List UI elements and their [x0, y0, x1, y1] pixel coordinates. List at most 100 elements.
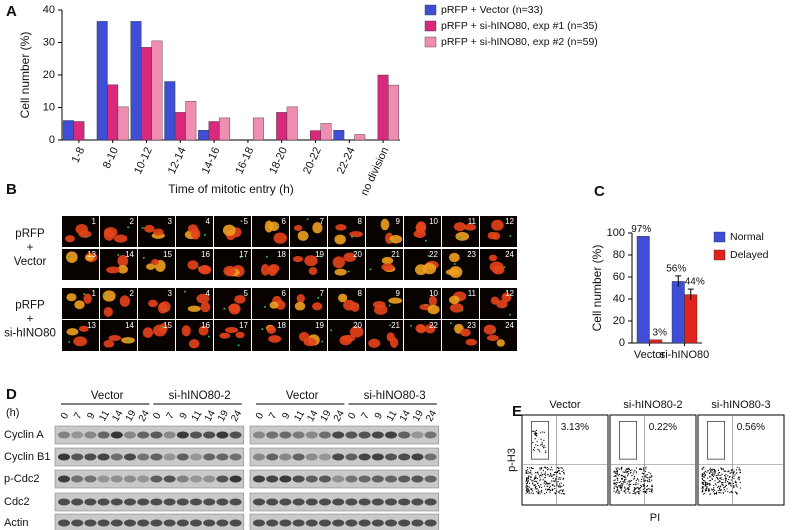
event	[648, 478, 650, 481]
band	[203, 475, 216, 483]
event	[615, 470, 617, 472]
event	[620, 486, 622, 488]
event	[527, 471, 529, 473]
event	[535, 488, 537, 490]
event	[616, 468, 618, 470]
cell	[427, 304, 440, 315]
event	[616, 487, 619, 489]
event	[702, 486, 704, 488]
cell	[73, 336, 88, 347]
condition-label: pRFP	[15, 228, 45, 240]
gfp-dot	[141, 227, 144, 230]
event	[550, 472, 552, 475]
bar	[62, 120, 74, 141]
cell	[455, 231, 470, 241]
panel-label: A	[6, 3, 17, 20]
event	[530, 469, 532, 471]
event	[641, 472, 643, 474]
cell	[78, 230, 92, 238]
event	[551, 480, 553, 482]
band	[97, 431, 110, 439]
event	[722, 483, 724, 486]
event	[706, 477, 708, 479]
event	[651, 489, 653, 491]
event	[613, 479, 615, 482]
band	[203, 498, 216, 506]
event	[553, 484, 555, 486]
event	[720, 474, 722, 476]
event	[537, 448, 539, 450]
event	[535, 475, 537, 477]
event	[712, 475, 715, 477]
event	[739, 472, 742, 474]
event	[620, 469, 623, 471]
event	[724, 486, 726, 488]
event	[613, 471, 615, 473]
event	[549, 475, 551, 477]
band	[110, 453, 123, 461]
frame-number: 1	[92, 217, 97, 226]
event	[642, 491, 644, 493]
event	[721, 483, 723, 485]
event	[633, 488, 636, 490]
event	[729, 482, 731, 484]
event	[615, 491, 617, 494]
band	[97, 475, 110, 483]
event	[701, 489, 704, 491]
event	[640, 478, 643, 480]
time-label: 7	[360, 411, 373, 422]
band	[279, 519, 292, 527]
event	[630, 483, 632, 485]
event	[557, 485, 559, 487]
event	[622, 475, 625, 477]
event	[628, 481, 631, 483]
cell	[303, 337, 317, 347]
event	[633, 492, 636, 494]
event	[542, 479, 544, 481]
plot-frame	[521, 414, 609, 506]
event	[651, 491, 653, 493]
bar	[377, 74, 389, 141]
event	[722, 492, 725, 494]
gfp-dot	[68, 256, 71, 259]
event	[718, 481, 720, 483]
event	[629, 492, 631, 494]
event	[716, 477, 718, 479]
y-axis-label: Cell number (%)	[590, 245, 604, 332]
event	[650, 475, 652, 477]
event	[528, 486, 531, 488]
event	[539, 478, 541, 480]
time-label: 14	[110, 408, 125, 424]
event	[731, 476, 734, 478]
cell	[491, 219, 504, 231]
band	[292, 519, 305, 527]
event	[647, 488, 649, 490]
event	[544, 471, 547, 473]
cell	[487, 231, 498, 240]
frame-number: 9	[396, 289, 401, 298]
event	[614, 472, 617, 474]
event	[622, 480, 624, 483]
gfp-dot	[509, 235, 512, 238]
gfp-dot	[330, 329, 333, 332]
band	[58, 475, 70, 483]
cell	[460, 328, 471, 337]
cell	[106, 266, 120, 274]
event	[638, 487, 640, 489]
event	[642, 484, 644, 486]
cell	[196, 293, 210, 304]
event	[738, 476, 740, 479]
event	[737, 478, 739, 480]
band	[358, 498, 371, 506]
cell	[225, 327, 239, 334]
event	[560, 477, 562, 479]
cell	[464, 223, 477, 231]
event	[556, 481, 558, 483]
band	[84, 475, 97, 483]
event	[554, 480, 556, 482]
event	[540, 468, 543, 470]
band	[305, 431, 318, 439]
event	[627, 468, 629, 470]
time-label: 19	[216, 408, 231, 424]
plot-title: si-hINO80-3	[711, 399, 770, 411]
